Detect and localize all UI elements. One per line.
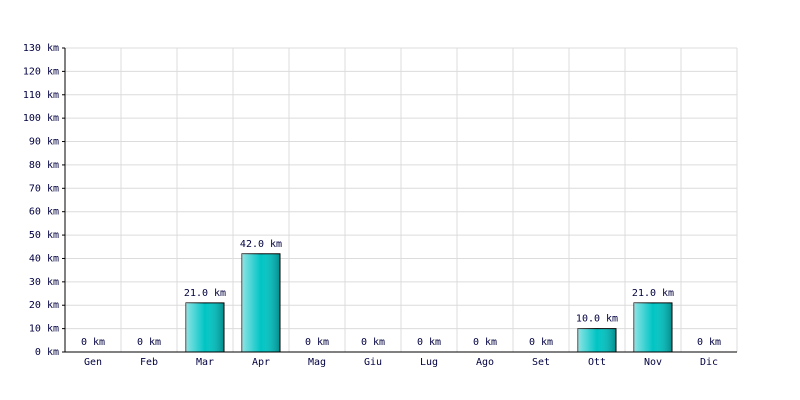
- x-tick-label: Set: [532, 357, 550, 368]
- value-label: 10.0 km: [576, 314, 618, 325]
- y-tick-label: 70 km: [29, 183, 59, 194]
- x-tick-label: Lug: [420, 357, 438, 368]
- x-tick-label: Mar: [196, 357, 214, 368]
- y-tick-label: 30 km: [29, 277, 59, 288]
- y-tick-label: 80 km: [29, 160, 59, 171]
- y-tick-label: 0 km: [35, 347, 59, 358]
- value-label: 0 km: [697, 337, 721, 348]
- value-label: 0 km: [529, 337, 553, 348]
- y-tick-label: 20 km: [29, 300, 59, 311]
- bar-shade: [242, 253, 280, 352]
- x-tick-label: Ago: [476, 357, 494, 368]
- y-tick-label: 50 km: [29, 230, 59, 241]
- x-tick-label: Feb: [140, 357, 158, 368]
- x-tick-label: Dic: [700, 357, 718, 368]
- value-label: 0 km: [137, 337, 161, 348]
- x-tick-label: Ott: [588, 357, 606, 368]
- x-tick-label: Giu: [364, 357, 382, 368]
- y-tick-label: 40 km: [29, 253, 59, 264]
- value-label: 0 km: [473, 337, 497, 348]
- value-label: 0 km: [361, 337, 385, 348]
- value-label: 42.0 km: [240, 239, 282, 250]
- value-label: 21.0 km: [632, 288, 674, 299]
- y-tick-label: 130 km: [23, 43, 59, 54]
- bar-shade: [186, 302, 224, 352]
- x-tick-label: Apr: [252, 357, 270, 368]
- bar-shade: [578, 328, 616, 352]
- bar-shade: [634, 302, 672, 352]
- value-label: 21.0 km: [184, 288, 226, 299]
- y-tick-label: 10 km: [29, 324, 59, 335]
- value-label: 0 km: [305, 337, 329, 348]
- y-tick-label: 100 km: [23, 113, 59, 124]
- x-tick-label: Mag: [308, 357, 326, 368]
- x-tick-label: Gen: [84, 357, 102, 368]
- y-tick-label: 110 km: [23, 90, 59, 101]
- value-label: 0 km: [81, 337, 105, 348]
- x-tick-label: Nov: [644, 357, 662, 368]
- y-tick-label: 120 km: [23, 66, 59, 77]
- value-label: 0 km: [417, 337, 441, 348]
- y-tick-label: 90 km: [29, 137, 59, 148]
- y-tick-label: 60 km: [29, 207, 59, 218]
